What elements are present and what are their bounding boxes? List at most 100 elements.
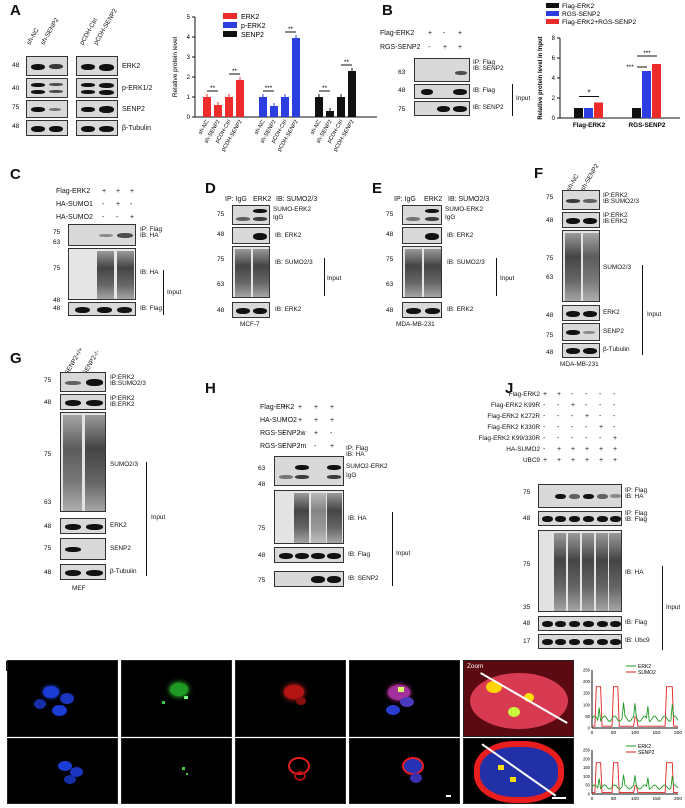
ib-label: IB: Flag xyxy=(348,551,371,558)
sign: + xyxy=(557,457,562,464)
mw-marker: 48 xyxy=(44,523,52,530)
blot-strip xyxy=(232,205,270,225)
sign: + xyxy=(428,30,433,37)
blot-strip xyxy=(402,246,442,298)
sign: + xyxy=(599,457,604,464)
sign: - xyxy=(282,443,285,450)
ib-label: IB: SENP2 xyxy=(348,575,379,582)
sign: - xyxy=(599,391,602,398)
band-label: SUMO-ERK2 xyxy=(445,206,483,213)
legend-label: p-ERK2 xyxy=(241,23,266,30)
bar xyxy=(259,97,267,117)
ib-label: ERK2 xyxy=(110,522,127,529)
ib-label: IP:ERK2 IB:SUMO2/3 xyxy=(603,192,639,206)
input-bracket xyxy=(392,512,393,586)
sign: + xyxy=(571,402,576,409)
input-label: Input xyxy=(151,514,166,521)
mw-marker: 48 xyxy=(386,231,394,238)
sign: + xyxy=(130,214,135,221)
sign: - xyxy=(585,402,588,409)
panel-label-h: H xyxy=(205,380,216,397)
ib-label: ERK2 xyxy=(603,309,620,316)
sign: + xyxy=(585,413,590,420)
mw-marker: 48 xyxy=(217,307,225,314)
condition-label: Flag-ERK2 xyxy=(260,404,295,411)
micrograph-dapi xyxy=(7,738,118,804)
mw-marker: 48 xyxy=(398,87,406,94)
panel-label-c: C xyxy=(10,166,21,183)
mw-marker: 48 xyxy=(53,297,61,304)
mw-marker: 48 xyxy=(44,569,52,576)
y-tick-label: 0 xyxy=(552,116,556,122)
ib-label: IB: Ubc9 xyxy=(625,637,650,644)
y-tick-label: 6 xyxy=(552,56,556,62)
ip-header: ERK2 xyxy=(253,196,272,203)
bar xyxy=(292,38,300,117)
condition-label: Flag-ERK2 K99/330R xyxy=(478,435,540,442)
x-tick-label: 0 xyxy=(591,796,594,802)
sign: + xyxy=(543,391,548,398)
ib-label: β-Tubulin xyxy=(110,568,137,575)
cell-line: MCF-7 xyxy=(240,321,260,328)
mw-marker: 75 xyxy=(546,194,554,201)
ib-label: IP:ERK2 IB:SUMO2/3 xyxy=(110,374,146,388)
sign: - xyxy=(571,424,574,431)
y-tick-label: 2 xyxy=(187,75,191,81)
x-tick-label: 50 xyxy=(611,796,617,802)
ib-label: IB: HA xyxy=(625,569,644,576)
mw-marker: 75 xyxy=(12,104,20,111)
ib-label: IB: SUMO2/3 xyxy=(275,259,313,266)
legend-swatch xyxy=(223,31,237,37)
blot-strip xyxy=(26,120,68,136)
y-tick-label: 150 xyxy=(583,765,591,770)
blot-strip xyxy=(68,302,136,316)
legend-swatch xyxy=(223,13,237,19)
bar xyxy=(270,106,278,117)
sign: - xyxy=(543,435,546,442)
ib-label: SUMO2/3 xyxy=(110,461,139,468)
x-tick-label: 100 xyxy=(631,796,639,802)
input-bracket xyxy=(496,258,497,296)
ib-label: IP: Flag IB: HA xyxy=(625,487,648,501)
ib-label: IB: SENP2 xyxy=(473,104,504,111)
micrograph-erk2 xyxy=(121,660,232,737)
sig-label: ** xyxy=(288,26,294,33)
micrograph-dapi xyxy=(7,660,118,737)
bar xyxy=(584,108,593,118)
y-tick-label: 200 xyxy=(583,756,591,761)
ib-label: IP: Flag IB: Flag xyxy=(625,510,648,524)
y-tick-label: 4 xyxy=(552,76,556,82)
sign: - xyxy=(314,443,317,450)
mw-marker: 75 xyxy=(398,106,406,113)
mw-marker: 63 xyxy=(53,239,61,246)
ib-label: IB: SUMO2/3 xyxy=(447,259,485,266)
legend-label: ERK2 xyxy=(638,744,651,750)
blot-strip xyxy=(274,571,344,587)
ip-header: IB: SUMO2/3 xyxy=(276,196,318,203)
micrograph-senp2 xyxy=(235,738,346,804)
legend-label: SENP2 xyxy=(638,750,655,756)
sign: - xyxy=(585,435,588,442)
bar xyxy=(236,80,244,117)
ib-label: IB: Flag xyxy=(473,87,496,94)
blot-strip xyxy=(60,412,106,512)
y-tick-label: 50 xyxy=(585,714,590,719)
sign: - xyxy=(130,201,133,208)
condition-label: HA-SUMO2 xyxy=(56,214,93,221)
sign: + xyxy=(443,44,448,51)
y-tick-label: 5 xyxy=(187,15,191,21)
sign: + xyxy=(458,44,463,51)
sign: - xyxy=(557,402,560,409)
blot-strip xyxy=(76,78,118,98)
sig-label: *** xyxy=(643,50,651,57)
blot-strip xyxy=(26,100,68,118)
sign: - xyxy=(543,402,546,409)
sign: + xyxy=(599,424,604,431)
mw-marker: 75 xyxy=(258,525,266,532)
input-label: Input xyxy=(396,550,411,557)
bar xyxy=(594,102,603,118)
y-tick-label: 150 xyxy=(583,691,591,696)
mw-marker: 48 xyxy=(53,305,61,312)
mw-marker: 48 xyxy=(546,217,554,224)
